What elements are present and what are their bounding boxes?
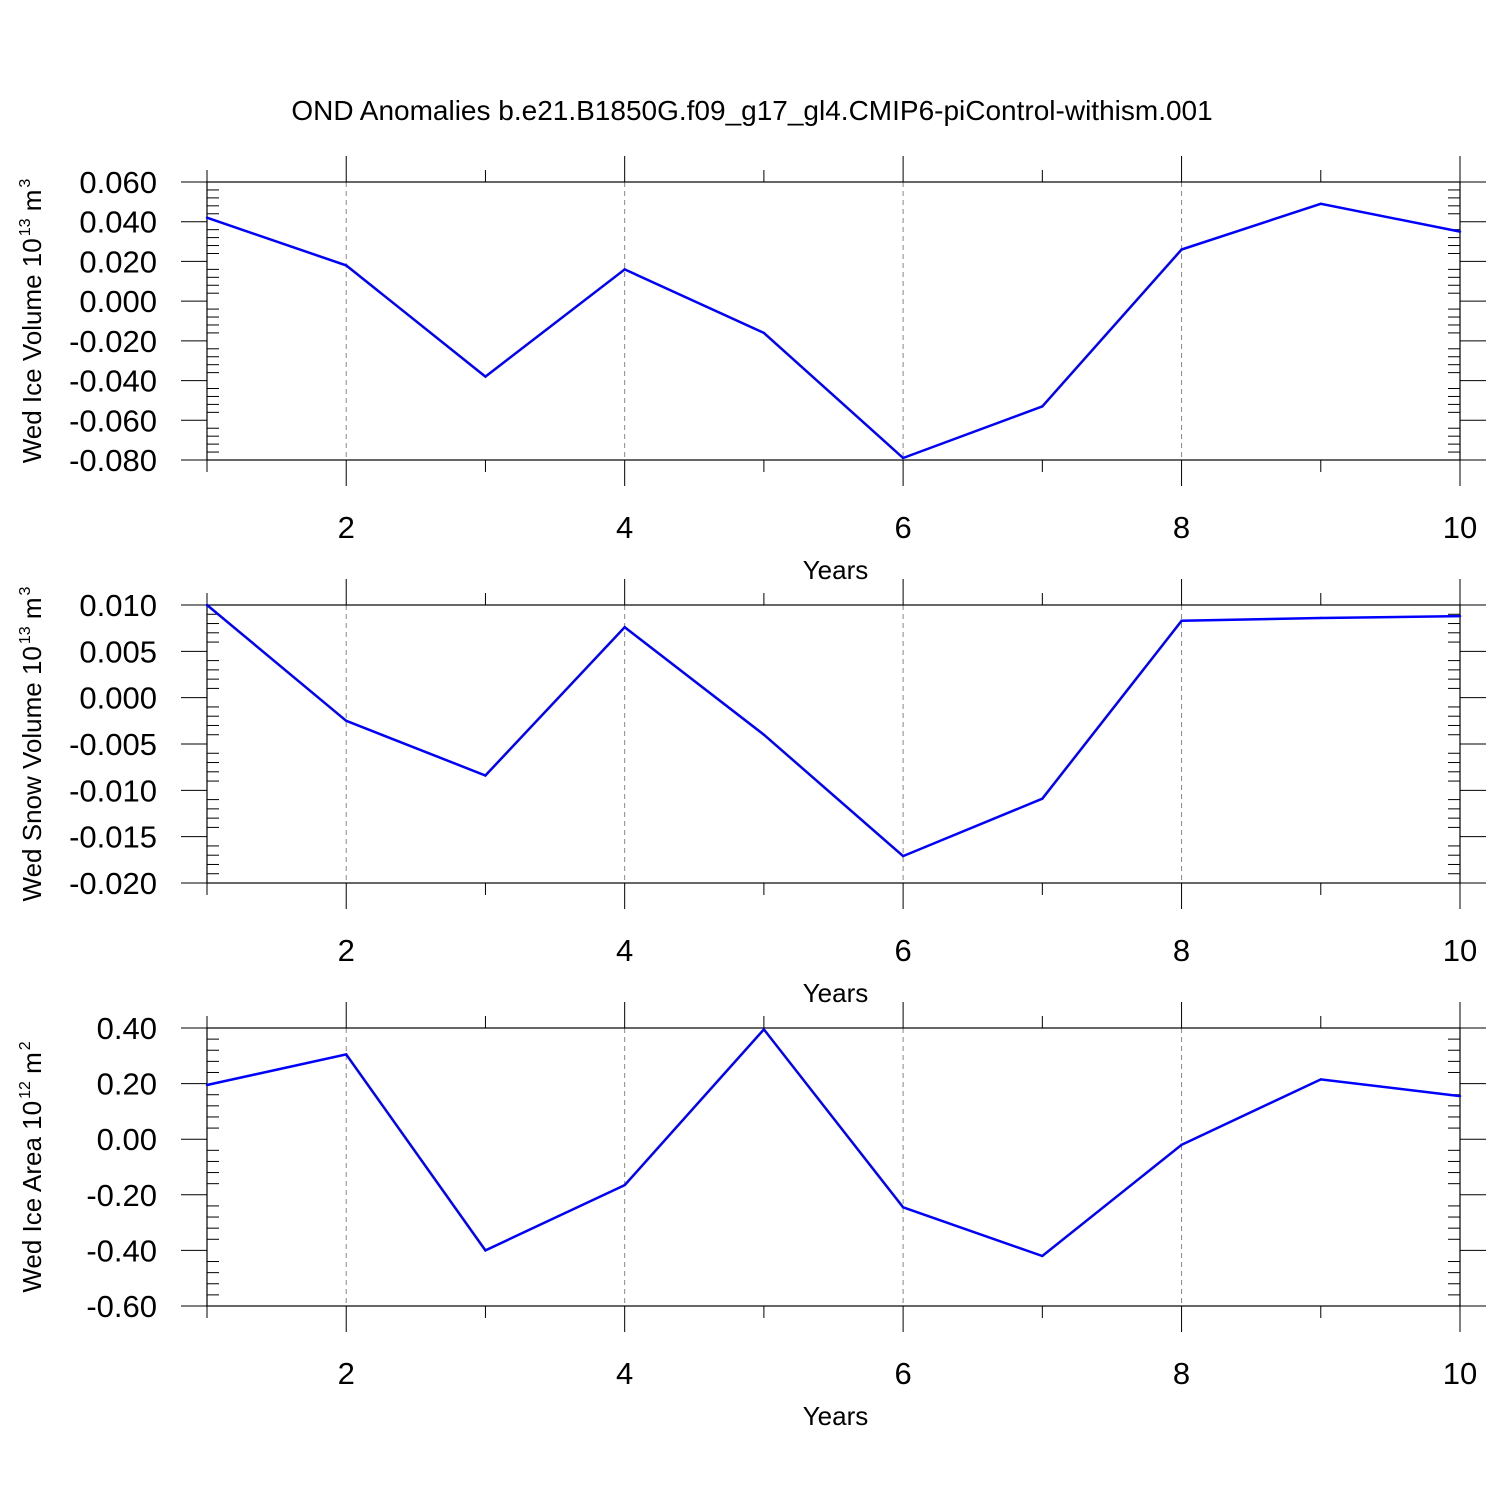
x-tick-label: 6 (894, 510, 911, 545)
data-point (205, 216, 209, 219)
plot-frame (206, 1027, 1461, 1307)
y-axis-label-unit: m (17, 190, 47, 219)
data-point (484, 774, 487, 777)
y-axis-label: Wed Ice Area 10 12 m 2 (17, 1041, 47, 1292)
data-point (762, 1028, 766, 1031)
y-tick-label: -0.015 (69, 820, 157, 855)
x-tick-label: 10 (1443, 510, 1477, 545)
x-tick-label: 4 (616, 510, 633, 545)
x-tick-label: 4 (616, 1356, 633, 1391)
y-tick-label: 0.020 (79, 244, 157, 279)
panel-3: 0.40 0.20 0.00 -0.20 -0.40 -0.60 2 4 6 8 10 Years We… (17, 1002, 1486, 1431)
data-point (484, 1249, 487, 1252)
data-point (345, 1053, 348, 1056)
data-point (345, 264, 348, 267)
y-tick-label: -0.040 (69, 364, 157, 399)
data-point (1180, 248, 1183, 251)
y-tick-label: -0.20 (86, 1178, 157, 1213)
y-tick-label: -0.005 (69, 727, 157, 762)
y-axis-label-unit: m (17, 1052, 47, 1081)
x-tick-label: 8 (1173, 1356, 1190, 1391)
y-axis-label-unit-exponent: 3 (17, 179, 34, 188)
x-tick-label: 6 (894, 933, 911, 968)
data-point (901, 1206, 905, 1209)
y-tick-label: 0.000 (79, 681, 157, 716)
y-axis-label: Wed Ice Volume 10 13 m 3 (17, 179, 47, 464)
x-tick-label: 2 (338, 1356, 355, 1391)
data-point (1458, 230, 1462, 233)
data-point (623, 626, 626, 629)
data-point (205, 603, 209, 607)
data-point (1041, 797, 1044, 800)
series-line (206, 1027, 1461, 1258)
x-tick-label: 2 (338, 510, 355, 545)
data-point (901, 456, 905, 460)
plot-frame (206, 181, 1461, 461)
y-tick-label: -0.020 (69, 324, 157, 359)
x-axis-label: Years (803, 1401, 869, 1431)
data-point (484, 375, 487, 378)
data-point (1041, 405, 1044, 408)
data-point (1458, 1094, 1462, 1098)
data-point (1458, 614, 1462, 618)
data-point (1319, 1078, 1322, 1081)
y-tick-label: -0.060 (69, 403, 157, 438)
x-tick-label: 6 (894, 1356, 911, 1391)
data-point (1041, 1254, 1044, 1258)
data-point (901, 854, 905, 858)
data-point (762, 733, 766, 736)
y-axis-label-exponent: 12 (17, 1081, 34, 1099)
y-axis-label-unit: m (17, 597, 47, 626)
y-axis-label-exponent: 13 (17, 218, 34, 236)
y-tick-label: -0.020 (69, 866, 157, 901)
data-point (1319, 616, 1322, 620)
x-tick-label: 10 (1443, 1356, 1477, 1391)
y-tick-label: 0.00 (97, 1122, 157, 1157)
data-point (345, 719, 348, 723)
y-tick-label: -0.080 (69, 443, 157, 478)
data-point (762, 331, 766, 335)
x-tick-label: 8 (1173, 510, 1190, 545)
x-tick-label: 4 (616, 933, 633, 968)
y-tick-label: 0.20 (97, 1067, 157, 1102)
panel-1: 0.060 0.040 0.020 0.000 -0.020 -0.040 -0.060 -0… (17, 156, 1486, 585)
y-tick-label: 0.010 (79, 588, 157, 623)
y-axis-label-exponent: 13 (17, 626, 34, 644)
data-point (1319, 202, 1322, 206)
data-point (205, 1083, 209, 1087)
panels-container: 0.060 0.040 0.020 0.000 -0.020 -0.040 -0.060 -0… (17, 156, 1486, 1431)
data-point (623, 1183, 626, 1187)
x-tick-label: 2 (338, 933, 355, 968)
series-line (206, 604, 1461, 858)
y-tick-label: 0.000 (79, 284, 157, 319)
y-tick-label: 0.040 (79, 205, 157, 240)
x-axis-label: Years (803, 978, 869, 1008)
series-line (206, 202, 1461, 460)
panel-2: 0.010 0.005 0.000 -0.005 -0.010 -0.015 -0.020 2… (17, 579, 1486, 1008)
y-tick-label: -0.010 (69, 773, 157, 808)
y-axis-label-text: Wed Ice Volume 10 (17, 238, 47, 463)
y-axis-label-unit-exponent: 2 (17, 1041, 34, 1050)
x-tick-label: 8 (1173, 933, 1190, 968)
y-axis-label-text: Wed Ice Area 10 (17, 1101, 47, 1293)
y-tick-label: 0.005 (79, 634, 157, 669)
y-tick-label: -0.40 (86, 1233, 157, 1268)
y-tick-label: 0.060 (79, 165, 157, 200)
data-point (1180, 619, 1183, 622)
data-point (1180, 1143, 1183, 1146)
y-tick-label: -0.60 (86, 1289, 157, 1324)
x-axis-label: Years (803, 555, 869, 585)
x-tick-label: 10 (1443, 933, 1477, 968)
y-axis-label-unit-exponent: 3 (17, 586, 34, 595)
y-tick-label: 0.40 (97, 1011, 157, 1046)
figure-title: OND Anomalies b.e21.B1850G.f09_g17_gl4.C… (291, 95, 1212, 126)
data-point (623, 268, 626, 271)
y-axis-label-text: Wed Snow Volume 10 (17, 646, 47, 901)
y-axis-label: Wed Snow Volume 10 13 m 3 (17, 586, 47, 901)
